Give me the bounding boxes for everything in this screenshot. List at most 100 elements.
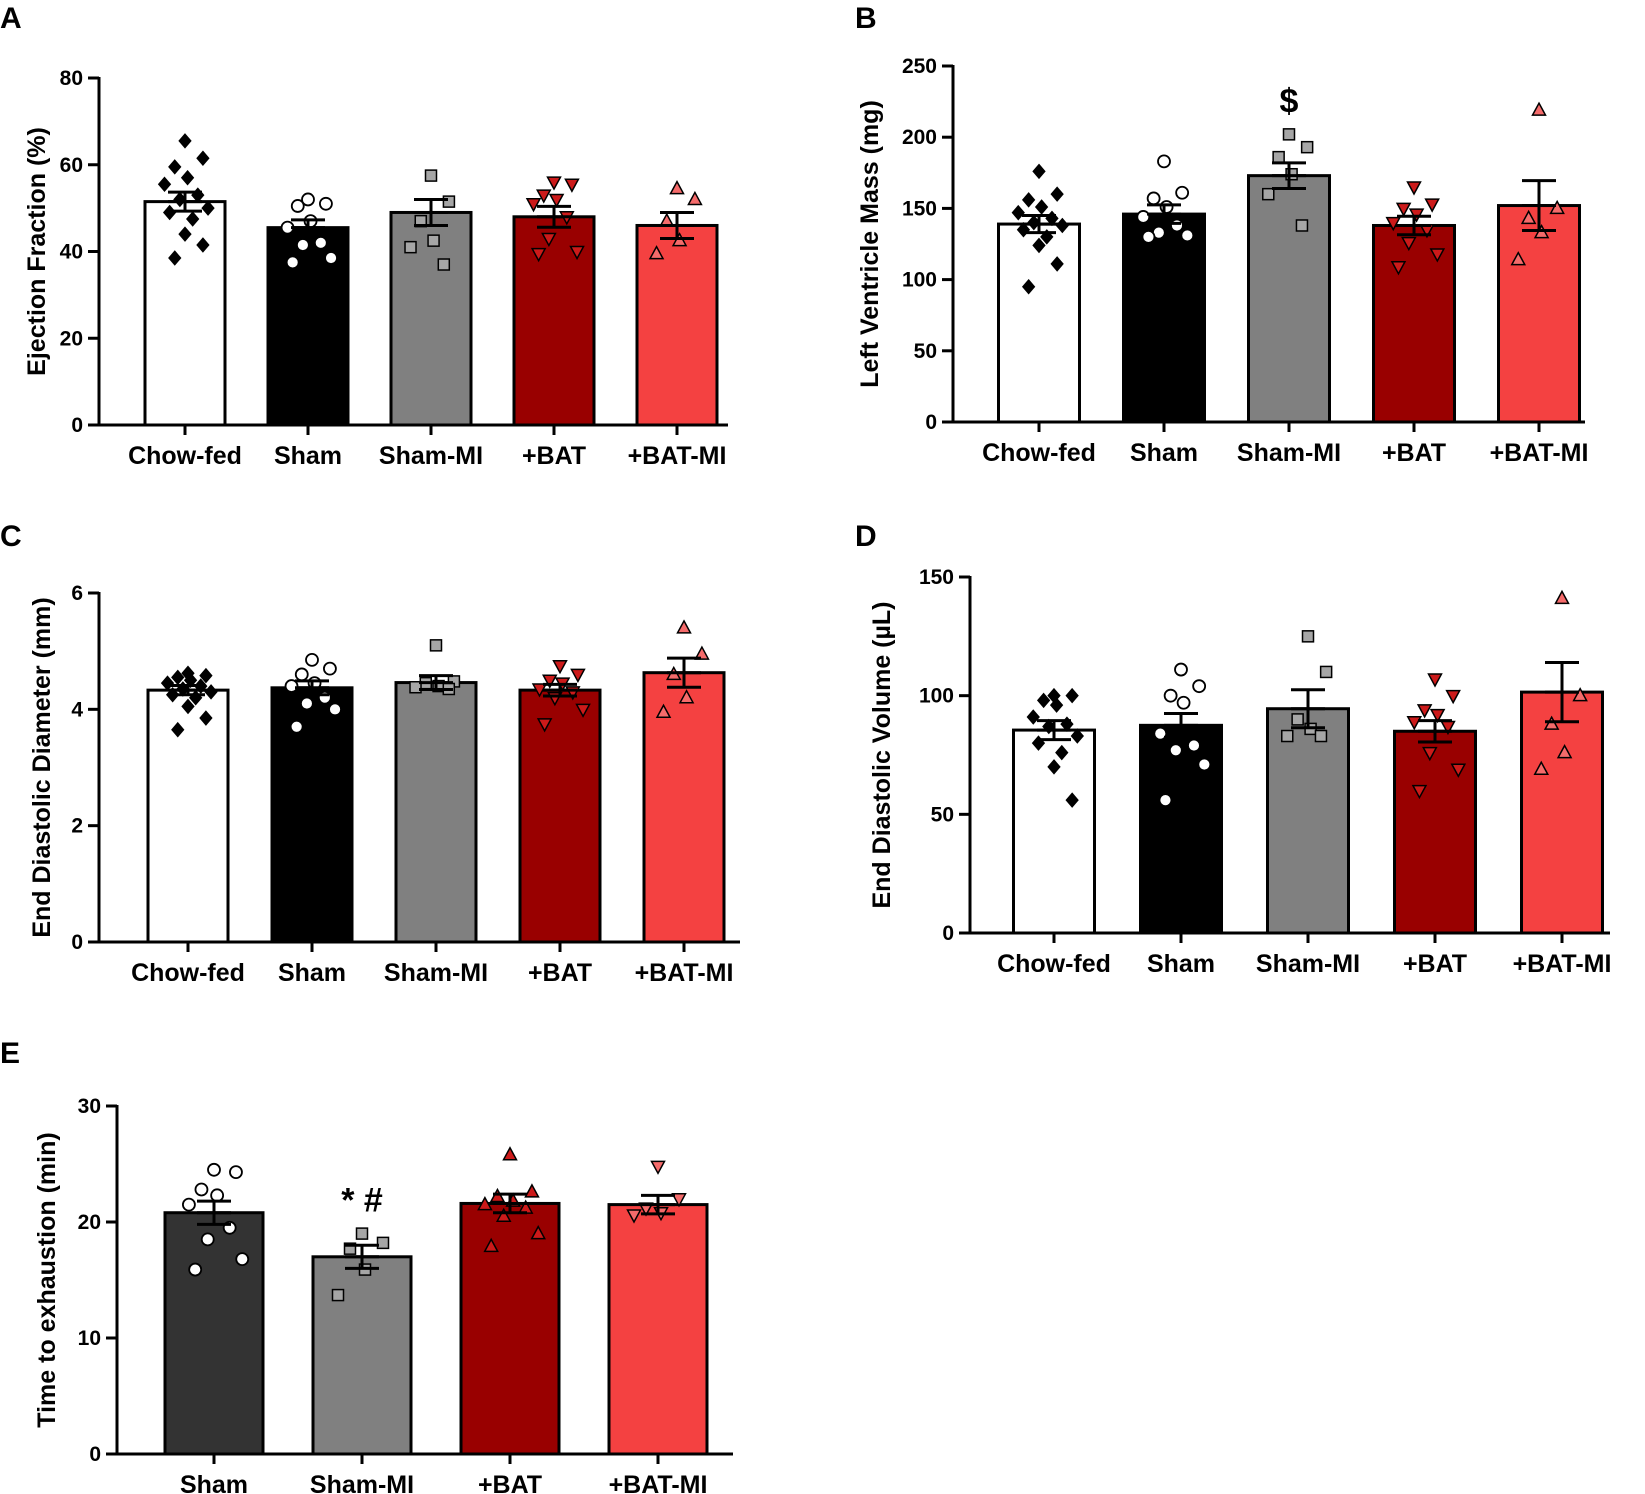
- data-point: [429, 639, 443, 652]
- y-axis-title: Ejection Fraction (%): [23, 127, 51, 376]
- data-point: [1281, 729, 1294, 743]
- y-tick-label: 60: [60, 154, 83, 177]
- data-point: [1262, 187, 1275, 201]
- panel-letter: A: [0, 2, 22, 35]
- data-point: [194, 1182, 209, 1197]
- data-point: [1049, 697, 1064, 713]
- data-point: [495, 1207, 512, 1222]
- bar: [1520, 690, 1604, 935]
- data-point: [1385, 216, 1402, 232]
- data-point: [1070, 728, 1084, 744]
- data-point: [1556, 744, 1573, 759]
- data-point: [1520, 209, 1537, 225]
- data-point: [1319, 665, 1333, 679]
- data-point: [168, 250, 182, 266]
- y-tick-label: 0: [89, 1443, 101, 1466]
- data-point: [502, 1146, 518, 1161]
- data-point: [530, 247, 547, 263]
- x-category-label: Sham-MI: [310, 1471, 414, 1494]
- bar: [459, 1201, 561, 1456]
- data-point: [1395, 202, 1412, 217]
- x-category-label: +BAT-MI: [628, 442, 727, 470]
- data-point: [204, 684, 218, 700]
- x-category-label: Sham: [1147, 950, 1215, 978]
- data-point: [324, 251, 338, 265]
- y-axis-title: End Diastolic Diameter (mm): [28, 597, 56, 937]
- data-point: [669, 180, 685, 195]
- data-point: [1065, 792, 1079, 808]
- data-point: [1429, 248, 1446, 263]
- data-point: [546, 176, 562, 191]
- y-tick-label: 150: [902, 197, 937, 220]
- bar: [163, 1211, 265, 1456]
- data-point: [1047, 759, 1061, 775]
- data-point: [1036, 692, 1051, 709]
- data-point: [207, 1162, 221, 1177]
- data-point: [171, 721, 185, 738]
- data-point: [1533, 760, 1550, 775]
- data-point: [183, 672, 198, 689]
- panel-d: D End Diastolic Volume (µL) 0 50 100 150 Chow-…: [855, 520, 1611, 978]
- data-point: [343, 1242, 357, 1255]
- x-category-label: +BAT: [522, 442, 586, 470]
- data-point: [284, 679, 299, 693]
- data-point: [301, 192, 315, 207]
- data-point: [290, 199, 305, 213]
- data-point: [188, 1262, 203, 1277]
- x-category-label: +BAT: [1403, 950, 1467, 978]
- x-category-label: Sham-MI: [379, 442, 483, 470]
- bar: [394, 681, 478, 944]
- data-point: [530, 1225, 546, 1240]
- data-point: [200, 1232, 215, 1247]
- y-axis-title: Time to exhaustion (min): [33, 1132, 61, 1427]
- data-point: [1032, 163, 1046, 180]
- data-point: [575, 703, 591, 718]
- data-point: [1422, 746, 1438, 762]
- data-point: [1174, 662, 1188, 677]
- data-point: [201, 200, 215, 216]
- data-point: [570, 668, 586, 684]
- data-point: [1427, 673, 1443, 688]
- data-point: [180, 169, 195, 186]
- data-point: [536, 189, 552, 204]
- significance-annotation: * #: [341, 1182, 383, 1220]
- data-point: [1450, 763, 1467, 778]
- y-tick-label: 150: [919, 566, 954, 589]
- data-point: [648, 245, 665, 260]
- data-point: [437, 258, 451, 271]
- data-point: [569, 245, 585, 261]
- data-point: [1510, 251, 1527, 266]
- data-point: [199, 710, 213, 726]
- y-tick-label: 100: [919, 685, 954, 708]
- data-point: [199, 667, 213, 684]
- y-tick-label: 20: [60, 327, 83, 350]
- panel-letter: D: [855, 520, 877, 553]
- data-point: [531, 683, 548, 698]
- data-point: [678, 689, 695, 704]
- x-category-label: Sham: [278, 959, 346, 987]
- data-point: [1301, 630, 1315, 643]
- data-point: [376, 1236, 390, 1250]
- data-point: [1021, 192, 1036, 208]
- bar: [1139, 723, 1223, 935]
- data-point: [427, 234, 440, 247]
- y-tick-label: 100: [902, 269, 937, 292]
- data-point: [1026, 709, 1040, 725]
- data-point: [409, 680, 422, 694]
- y-axis-title: Left Ventricle Mass (mg): [856, 100, 884, 388]
- data-point: [1157, 154, 1171, 169]
- data-point: [1050, 256, 1064, 272]
- y-tick-label: 20: [78, 1211, 101, 1234]
- x-category-label: Chow-fed: [131, 959, 245, 987]
- data-point: [186, 211, 200, 227]
- panel-letter: E: [0, 1037, 20, 1070]
- data-point: [650, 1160, 666, 1175]
- data-point: [1021, 278, 1036, 295]
- data-point: [525, 198, 542, 213]
- panel-c: C End Diastolic Diameter (mm) 0 2 4 6 Chow-fed…: [0, 520, 740, 987]
- panel-b: B Left Ventricle Mass (mg) 0 50 100 150 200 250…: [855, 2, 1588, 467]
- data-point: [319, 196, 333, 211]
- bar: [270, 686, 354, 944]
- data-point: [1065, 687, 1079, 704]
- data-point: [524, 1183, 540, 1198]
